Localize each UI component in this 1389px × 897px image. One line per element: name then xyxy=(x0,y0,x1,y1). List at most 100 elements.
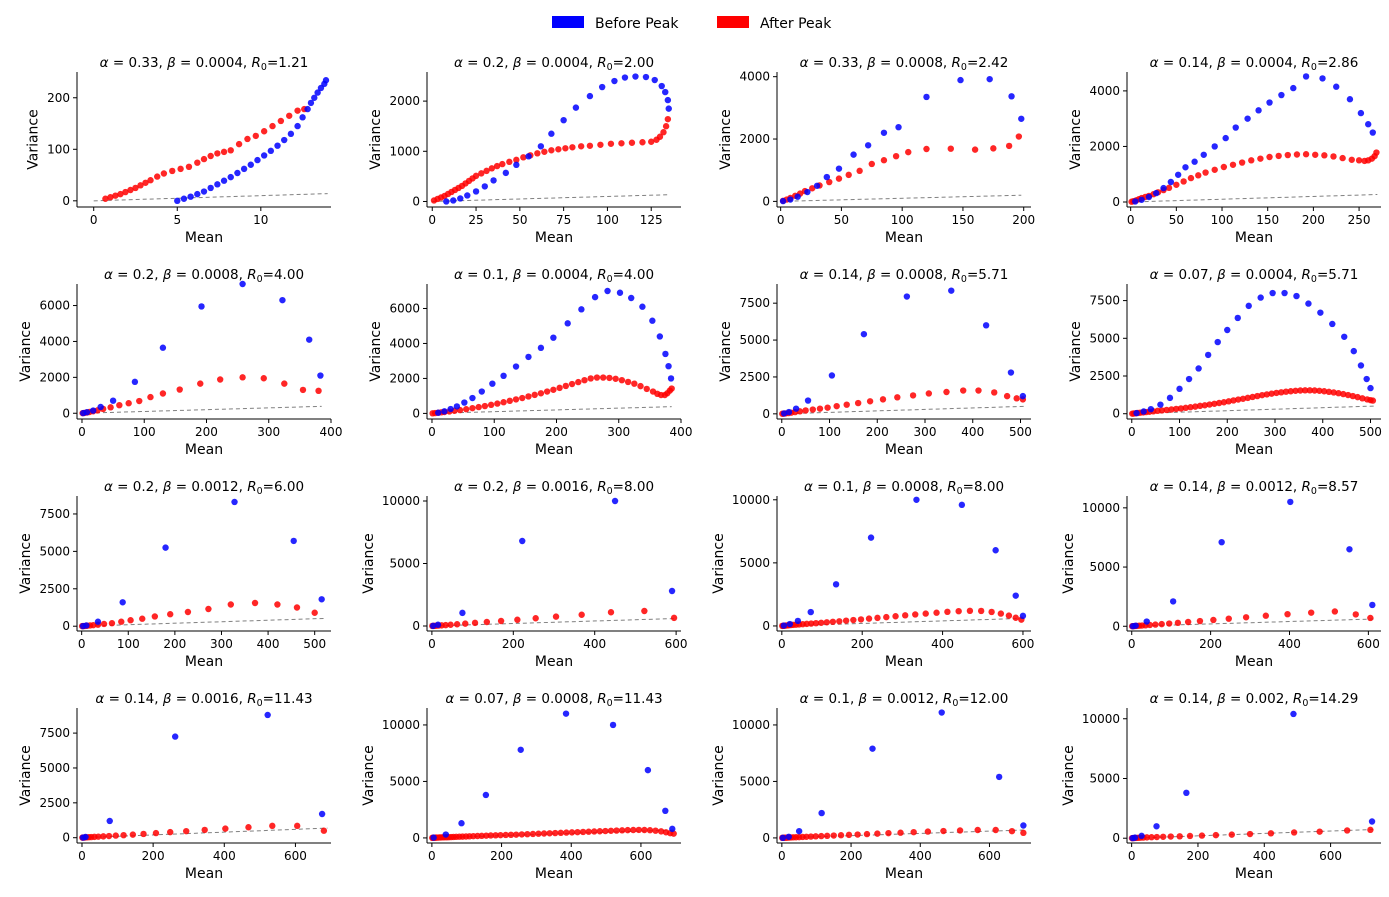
point-before-peak xyxy=(281,136,288,144)
point-before-peak xyxy=(807,608,814,616)
point-after-peak xyxy=(1174,619,1182,627)
point-after-peak xyxy=(227,147,234,154)
x-tick-label: 600 xyxy=(978,849,1001,863)
x-tick-label: 0 xyxy=(778,637,786,651)
title-alpha: 0.14 xyxy=(1178,479,1208,495)
y-tick-label: 0 xyxy=(412,194,420,208)
point-before-peak xyxy=(441,408,448,415)
y-tick-label: 0 xyxy=(1112,195,1120,209)
point-after-peak xyxy=(1284,151,1292,159)
point-before-peak xyxy=(665,105,672,112)
point-after-peak xyxy=(132,184,139,192)
point-before-peak xyxy=(1317,309,1324,316)
title-part: = xyxy=(809,691,829,707)
point-after-peak xyxy=(462,620,469,627)
point-before-peak xyxy=(1333,83,1340,90)
title-part: = xyxy=(521,267,541,283)
point-after-peak xyxy=(591,828,598,835)
point-after-peak xyxy=(1003,392,1011,400)
point-before-peak xyxy=(948,287,955,294)
y-axis-label: Variance xyxy=(711,533,727,593)
point-after-peak xyxy=(1172,405,1180,413)
point-after-peak xyxy=(531,391,538,399)
point-after-peak xyxy=(606,374,613,382)
point-after-peak xyxy=(540,830,548,837)
title-part: 0 xyxy=(607,698,613,709)
point-before-peak xyxy=(656,333,664,340)
subplot-title: α = 0.14, β = 0.0016, R0=11.43 xyxy=(95,691,312,709)
point-after-peak xyxy=(960,387,967,394)
point-after-peak xyxy=(624,378,632,386)
title-part: = xyxy=(1317,55,1328,71)
point-before-peak xyxy=(214,181,221,188)
point-before-peak xyxy=(240,165,248,173)
point-after-peak xyxy=(543,388,551,395)
point-after-peak xyxy=(546,830,553,837)
x-tick-label: 0 xyxy=(778,849,786,863)
point-after-peak xyxy=(1330,389,1337,396)
point-after-peak xyxy=(975,387,982,394)
point-after-peak xyxy=(1311,387,1318,394)
point-after-peak xyxy=(116,401,123,409)
point-after-peak xyxy=(107,194,114,201)
point-after-peak xyxy=(883,613,890,621)
x-tick-label: 100 xyxy=(818,425,841,439)
y-tick-label: 0 xyxy=(62,831,70,845)
point-before-peak xyxy=(578,306,585,313)
point-after-peak xyxy=(830,832,837,839)
x-axis-label: Mean xyxy=(185,442,223,458)
y-tick-label: 0 xyxy=(62,406,70,420)
title-part: , xyxy=(589,691,598,707)
y-tick-label: 2500 xyxy=(739,370,770,384)
title-part: = xyxy=(876,55,896,71)
x-tick-label: 500 xyxy=(303,637,326,651)
point-after-peak xyxy=(974,826,981,834)
point-after-peak xyxy=(552,829,559,837)
point-after-peak xyxy=(639,139,646,146)
title-part: = xyxy=(104,691,124,707)
point-after-peak xyxy=(646,827,654,834)
y-tick-label: 100 xyxy=(47,142,70,156)
point-after-peak xyxy=(637,382,644,390)
point-before-peak xyxy=(823,173,831,181)
point-after-peak xyxy=(597,141,604,148)
point-after-peak xyxy=(1187,404,1194,411)
title-part: , xyxy=(243,55,252,71)
point-after-peak xyxy=(112,832,119,839)
x-tick-label: 0 xyxy=(78,637,86,651)
title-part: , xyxy=(1284,691,1293,707)
point-before-peak xyxy=(442,831,450,838)
title-r0: 2.86 xyxy=(1328,55,1358,71)
title-part: = xyxy=(876,267,896,283)
x-axis-label: Mean xyxy=(885,866,923,882)
point-after-peak xyxy=(854,399,862,407)
x-axis-label: Mean xyxy=(185,866,223,882)
legend-swatch-before xyxy=(552,16,584,28)
point-before-peak xyxy=(1143,618,1150,625)
point-before-peak xyxy=(1257,294,1264,301)
point-after-peak xyxy=(1166,620,1173,627)
point-before-peak xyxy=(550,334,557,341)
point-after-peak xyxy=(507,831,515,839)
point-after-peak xyxy=(602,827,609,835)
x-tick-label: 300 xyxy=(607,425,630,439)
title-part: = xyxy=(521,691,541,707)
title-part: = xyxy=(1317,479,1328,495)
point-before-peak xyxy=(1369,601,1376,609)
point-before-peak xyxy=(287,130,295,138)
point-before-peak xyxy=(106,817,113,825)
point-after-peak xyxy=(1206,401,1213,408)
y-tick-label: 0 xyxy=(412,406,420,420)
point-after-peak xyxy=(1343,827,1351,834)
x-tick-label: 100 xyxy=(596,213,619,227)
point-before-peak xyxy=(1363,375,1370,383)
y-tick-label: 10000 xyxy=(382,718,420,732)
point-before-peak xyxy=(457,195,464,202)
point-before-peak xyxy=(1290,84,1297,92)
point-before-peak xyxy=(1341,333,1348,340)
point-before-peak xyxy=(82,833,89,841)
point-after-peak xyxy=(850,616,857,624)
point-after-peak xyxy=(845,171,852,179)
y-tick-label: 5000 xyxy=(1089,771,1120,785)
x-tick-label: 0 xyxy=(1127,213,1135,227)
